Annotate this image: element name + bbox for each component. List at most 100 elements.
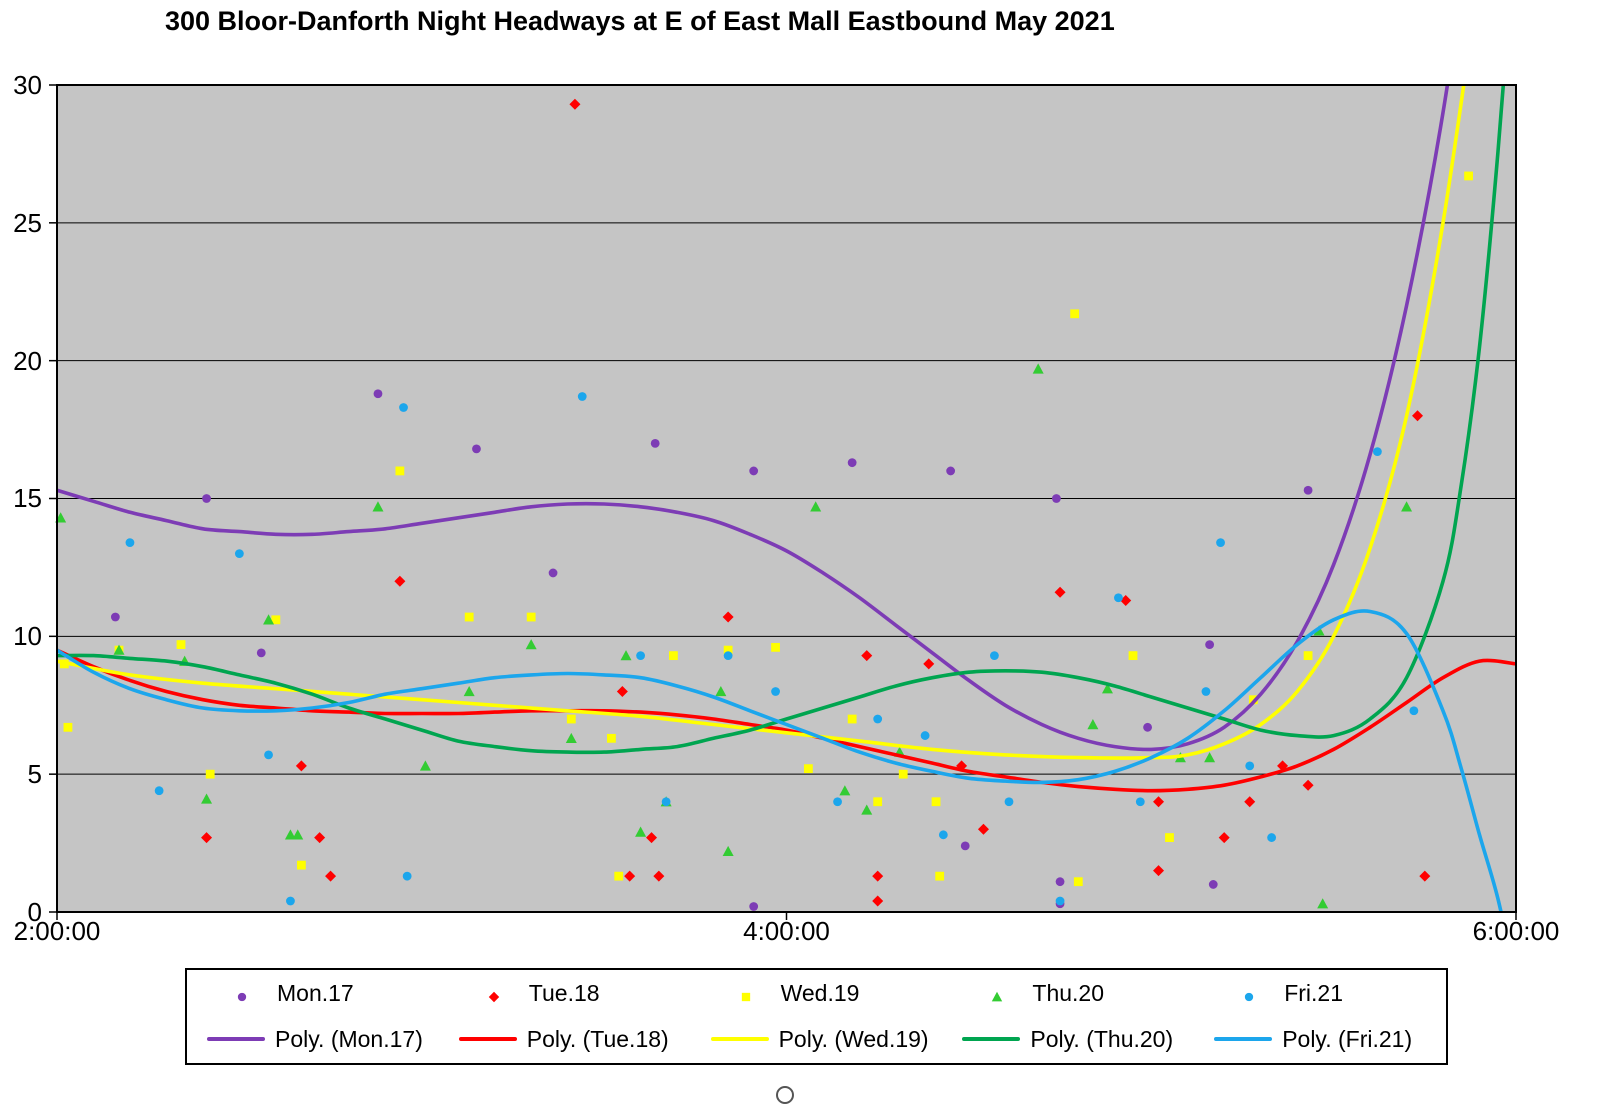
Thu.20-point	[620, 650, 632, 661]
Mon.17-point	[1205, 640, 1215, 650]
Wed.19-point	[296, 860, 306, 870]
legend-label: Wed.19	[780, 980, 860, 1007]
legend-label: Poly. (Tue.18)	[526, 1025, 669, 1052]
Fri.21-point	[723, 651, 733, 661]
series-Tue.18	[201, 98, 1431, 907]
Fri.21-point	[264, 750, 273, 760]
Wed.19-point	[526, 612, 536, 622]
Fri.21-point	[661, 797, 671, 807]
Tue.18-point	[977, 823, 989, 835]
Mon.17-point	[373, 389, 383, 399]
Tue.18-point	[394, 575, 406, 587]
Wed.19-point	[1303, 651, 1313, 661]
legend-label: Poly. (Mon.17)	[275, 1025, 423, 1052]
Wed.19-point	[205, 769, 215, 779]
Mon.17-point	[1303, 485, 1313, 495]
Tue.18-point	[1419, 870, 1431, 882]
Fri.21-point	[399, 403, 408, 412]
Wed.19-point	[271, 615, 281, 625]
Tue.18-point	[923, 658, 935, 670]
poly-tue18-line-icon	[458, 1037, 517, 1042]
legend-item-poly-thu20: Poly. (Thu.20)	[942, 1026, 1194, 1053]
trendline-Poly. (Mon.17)	[57, 85, 1450, 752]
Thu.20-point	[565, 732, 577, 744]
Wed.19-point	[873, 797, 883, 807]
Wed.19-point	[1070, 309, 1080, 319]
legend-item-tue18: Tue.18	[439, 980, 691, 1007]
Wed.19-point	[1165, 833, 1174, 842]
Wed.19-point	[935, 871, 945, 881]
Tue.18-point	[1120, 594, 1132, 606]
Thu.20-point	[1101, 683, 1113, 694]
Tue.18-point	[861, 650, 873, 662]
Fri.21-point	[1201, 687, 1211, 696]
Tue.18-point	[624, 870, 636, 882]
Thu.20-point	[722, 845, 734, 857]
Fri.21-legend-marker	[1245, 992, 1254, 1001]
Thu.20-point	[810, 501, 822, 512]
Fri.21-point	[1216, 538, 1225, 548]
y-tick-label: 5	[27, 759, 42, 789]
Wed.19-point	[566, 714, 576, 724]
Thu.20-point	[1087, 719, 1099, 730]
legend-row-trendlines: Poly. (Mon.17) Poly. (Tue.18) Poly. (Wed…	[187, 1017, 1446, 1061]
Wed.19-point	[669, 651, 678, 661]
legend-item-poly-tue18: Poly. (Tue.18)	[439, 1026, 691, 1053]
Mon.17-point	[749, 902, 759, 911]
Fri.21-point	[920, 731, 930, 740]
Fri.21-point	[234, 549, 244, 559]
legend-label: Poly. (Thu.20)	[1030, 1025, 1174, 1052]
Wed.19-point	[607, 733, 616, 743]
y-tick-label: 25	[13, 208, 42, 238]
Mon.17-point	[749, 466, 759, 476]
trendlines-group	[57, 85, 1516, 912]
legend-label: Poly. (Fri.21)	[1282, 1025, 1413, 1052]
legend-item-thu20: Thu.20	[942, 980, 1194, 1007]
y-tick-label: 0	[27, 897, 42, 927]
trendline-Poly. (Thu.20)	[57, 85, 1506, 755]
Tue.18-point	[1153, 865, 1165, 877]
Fri.21-point	[154, 786, 164, 796]
Wed.19-point	[803, 764, 813, 774]
x-tick-label: 2:00:00	[13, 916, 101, 946]
Tue.18-point	[1244, 796, 1256, 808]
Fri.21-point	[1267, 833, 1277, 842]
Mon.17-point	[1143, 722, 1153, 732]
Thu.20-point	[419, 760, 431, 771]
Tue.18-point	[569, 98, 581, 110]
Mon.17-point	[110, 612, 120, 622]
y-tick-label: 10	[13, 621, 42, 651]
Fri.21-point	[990, 651, 999, 661]
Thu.20-point	[263, 614, 275, 625]
Fri.21-point	[125, 538, 135, 548]
Wed.19-point	[723, 645, 733, 655]
Mon.17-point	[946, 466, 956, 476]
plot-border	[56, 84, 1517, 913]
trendline-Poly. (Fri.21)	[57, 609, 1503, 912]
legend-item-poly-wed19: Poly. (Wed.19)	[691, 1026, 943, 1053]
Wed.19-point	[898, 769, 908, 779]
Tue.18-point	[872, 895, 884, 907]
Wed.19-point	[1128, 651, 1138, 661]
y-tick-label: 20	[13, 346, 42, 376]
Fri.21-point	[1135, 797, 1145, 807]
plot-area-svg	[49, 84, 1517, 920]
Fri.21-point	[938, 830, 948, 840]
Fri.21-point	[402, 871, 412, 881]
Thu.20-point	[1032, 363, 1044, 374]
Thu.20-point	[1317, 898, 1329, 909]
tue18-marker-icon	[485, 985, 503, 1003]
legend-label: Thu.20	[1032, 980, 1104, 1007]
poly-wed19-line-icon	[710, 1037, 769, 1042]
Mon.17-point	[1055, 877, 1065, 887]
legend-row-markers: Mon.17 Tue.18 Wed.19 Thu.20 Fri.21	[187, 972, 1446, 1016]
Mon.17-point	[202, 494, 211, 503]
Wed.19-point	[847, 714, 857, 724]
y-tick-label: 15	[13, 483, 42, 513]
Fri.21-point	[1114, 593, 1123, 603]
Thu.20-point	[1401, 501, 1413, 512]
Fri.21-point	[1372, 447, 1382, 457]
Mon.17-point	[256, 648, 266, 658]
Wed.19-point	[395, 466, 405, 476]
Thu.20-point	[839, 785, 851, 796]
